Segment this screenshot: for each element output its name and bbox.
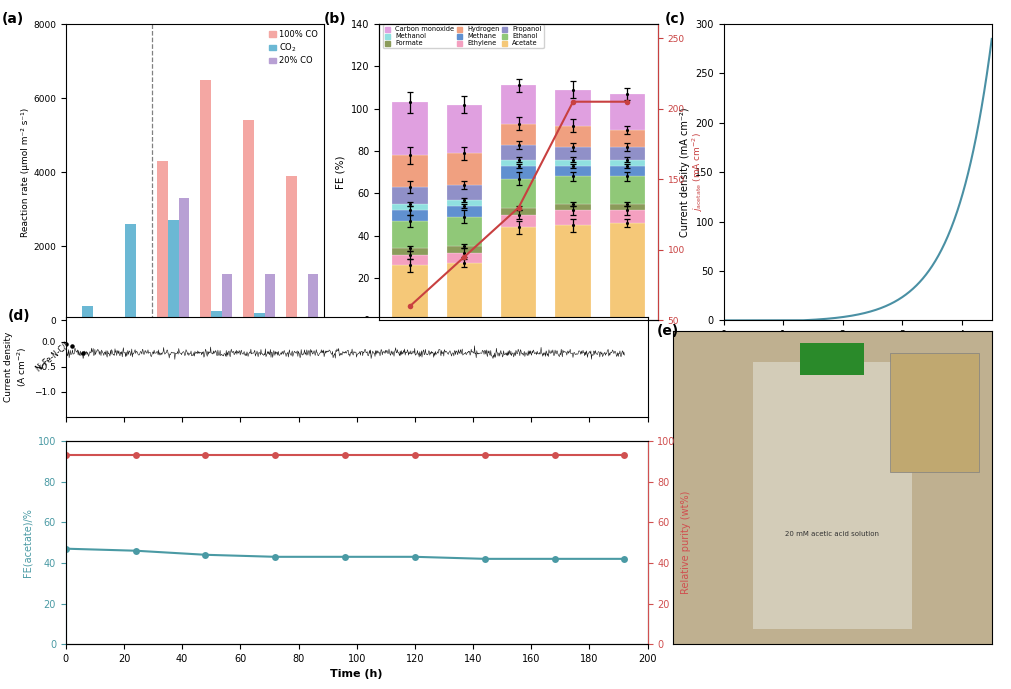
Bar	[555, 166, 590, 176]
X-axis label: Cell voltage (V): Cell voltage (V)	[811, 346, 903, 356]
Bar	[610, 176, 645, 204]
Bar	[800, 343, 863, 375]
Bar	[446, 153, 481, 185]
Bar	[157, 161, 168, 320]
Bar	[500, 227, 536, 320]
Y-axis label: Current density
(A cm$^{-2}$): Current density (A cm$^{-2}$)	[4, 331, 28, 402]
Bar	[392, 155, 427, 187]
Bar	[610, 223, 645, 320]
Bar	[500, 145, 536, 160]
Bar	[500, 208, 536, 214]
Bar	[446, 206, 481, 216]
Bar	[752, 362, 911, 628]
Bar	[124, 224, 135, 320]
Bar	[610, 166, 645, 176]
Bar	[889, 353, 978, 472]
Y-axis label: Reaction rate (μmol m⁻² s⁻¹): Reaction rate (μmol m⁻² s⁻¹)	[21, 107, 30, 237]
Bar	[610, 204, 645, 210]
Bar	[446, 105, 481, 153]
Bar	[221, 274, 233, 320]
Bar	[392, 210, 427, 221]
Bar	[610, 160, 645, 166]
Legend: 100% CO, CO$_2$, 20% CO: 100% CO, CO$_2$, 20% CO	[267, 28, 319, 67]
Bar	[179, 198, 189, 320]
Bar	[254, 313, 265, 320]
Bar	[446, 185, 481, 200]
Legend: Carbon monoxide, Methanol, Formate, Hydrogen, Methane, Ethylene, Propanol, Ethan: Carbon monoxide, Methanol, Formate, Hydr…	[382, 25, 543, 48]
Text: (c): (c)	[664, 12, 684, 26]
Bar	[446, 263, 481, 320]
Bar	[210, 311, 221, 320]
Bar	[555, 204, 590, 210]
Bar	[392, 103, 427, 155]
Bar	[500, 178, 536, 208]
Bar	[610, 147, 645, 160]
Y-axis label: FE(acetate)/%: FE(acetate)/%	[22, 508, 32, 577]
X-axis label: Cell voltage (V): Cell voltage (V)	[472, 346, 564, 356]
Bar	[392, 255, 427, 265]
Y-axis label: FE (%): FE (%)	[336, 156, 346, 189]
Text: 20 mM acetic acid solution: 20 mM acetic acid solution	[785, 531, 879, 537]
Bar	[500, 214, 536, 227]
Bar	[555, 160, 590, 166]
Bar	[200, 80, 210, 320]
Bar	[500, 160, 536, 166]
Point	[58, 339, 74, 350]
Bar	[610, 94, 645, 130]
Bar	[555, 90, 590, 125]
Y-axis label: Relative purity (wt%): Relative purity (wt%)	[680, 491, 691, 595]
Bar	[555, 176, 590, 204]
Bar	[500, 123, 536, 145]
Bar	[446, 247, 481, 253]
Bar	[392, 204, 427, 210]
Bar	[307, 274, 318, 320]
Text: (d): (d)	[8, 309, 30, 323]
Text: (a): (a)	[1, 12, 23, 26]
Bar	[500, 85, 536, 123]
Bar	[265, 274, 275, 320]
Point	[64, 340, 80, 351]
Bar	[296, 317, 307, 320]
Bar	[392, 265, 427, 320]
Y-axis label: Current density (mA cm⁻²): Current density (mA cm⁻²)	[679, 107, 688, 237]
Bar	[392, 249, 427, 255]
Bar	[168, 220, 179, 320]
Bar	[500, 166, 536, 178]
Bar	[446, 200, 481, 206]
Point	[75, 347, 91, 358]
Bar	[82, 307, 93, 320]
Text: (b): (b)	[324, 12, 346, 26]
Bar	[555, 147, 590, 160]
Bar	[555, 125, 590, 147]
Bar	[392, 187, 427, 204]
Y-axis label: $j_\mathrm{acetate}$ (mA cm$^{-2}$): $j_\mathrm{acetate}$ (mA cm$^{-2}$)	[690, 132, 704, 212]
Bar	[392, 221, 427, 249]
Bar	[555, 225, 590, 320]
Bar	[243, 121, 254, 320]
Bar	[555, 210, 590, 225]
Bar	[610, 210, 645, 223]
Bar	[286, 176, 296, 320]
Text: (e): (e)	[656, 325, 678, 338]
Bar	[446, 253, 481, 263]
X-axis label: Time (h): Time (h)	[331, 670, 382, 679]
Bar	[610, 130, 645, 147]
Bar	[446, 216, 481, 247]
